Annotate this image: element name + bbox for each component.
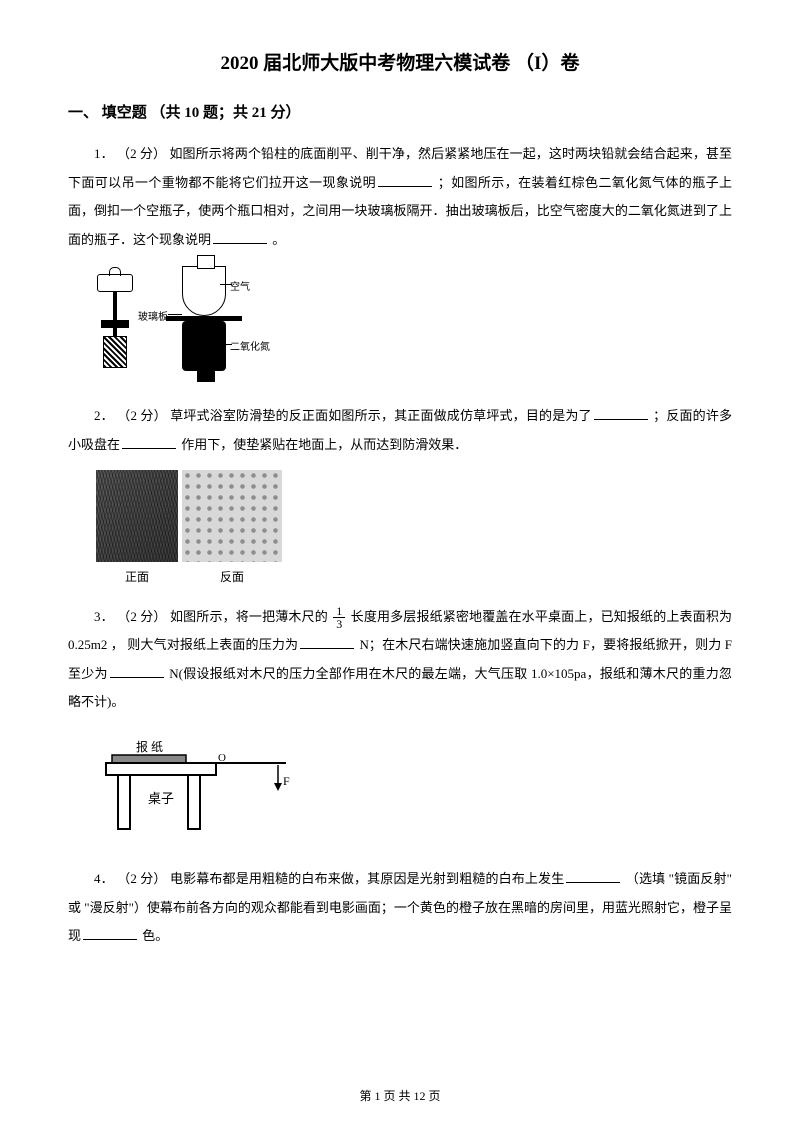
q2-number: 2． [94,408,114,423]
fig2-label-front: 正面 [96,568,178,585]
fig1-label-glass: 玻璃板 [138,308,168,323]
fig3-table-label: 桌子 [148,791,174,806]
question-1: 1． （2 分） 如图所示将两个铅柱的底面削平、削干净，然后紧紧地压在一起，这时… [68,140,732,254]
fig3-table-diagram: 报 纸 O 桌子 F [96,727,306,847]
q3-number: 3． [94,609,114,624]
blank [83,926,137,940]
section-name: 填空题 [102,105,147,121]
fig3-force-label: F [283,774,290,788]
q1-points: （2 分） [117,146,166,161]
q4-text3: 色。 [142,928,168,943]
section-detail: （共 10 题；共 21 分） [151,105,301,121]
figure-1: 空气 玻璃板 二氧化氮 [96,264,732,384]
blank [300,635,354,649]
fig1-label-gas: 二氧化氮 [230,338,270,353]
fraction: 13 [333,605,345,630]
fig1-lead-columns [96,274,134,374]
q2-points: （2 分） [117,408,166,423]
blank [566,869,620,883]
fig2-front-texture [96,470,178,562]
q3-points: （2 分） [117,609,166,624]
q2-text3: 作用下，使垫紧贴在地面上，从而达到防滑效果． [181,437,467,452]
fig2-label-back: 反面 [182,568,282,585]
fig2-back-suction [182,470,282,562]
q1-text3: 。 [272,232,285,247]
page-title: 2020 届北师大版中考物理六模试卷 （I）卷 [68,48,732,75]
figure-3: 报 纸 O 桌子 F [96,727,732,847]
question-2: 2． （2 分） 草坪式浴室防滑垫的反正面如图所示，其正面做成仿草坪式，目的是为… [68,402,732,459]
figure-2: 正面 反面 [96,470,732,585]
page-footer: 第 1 页 共 12 页 [0,1087,800,1104]
fig1-bottles: 空气 玻璃板 二氧化氮 [142,264,262,384]
blank [378,173,432,187]
q3-text4: N(假设报纸对木尺的压力全部作用在木尺的最左端，大气压取 1.0×105pa，报… [68,666,732,710]
fig3-paper-label: 报 纸 [136,739,163,754]
question-3: 3． （2 分） 如图所示，将一把薄木尺的 13 长度用多层报纸紧密地覆盖在水平… [68,603,732,717]
blank [122,435,176,449]
section-number: 一、 [68,105,98,121]
section-header: 一、 填空题 （共 10 题；共 21 分） [68,101,732,122]
blank [213,230,267,244]
fig1-label-air: 空气 [230,278,250,293]
question-4: 4． （2 分） 电影幕布都是用粗糙的白布来做，其原因是光射到粗糙的白布上发生 … [68,865,732,951]
blank [594,406,648,420]
q1-number: 1． [94,146,114,161]
q3-text1: 如图所示，将一把薄木尺的 [170,609,328,624]
blank [110,664,164,678]
fig3-origin-label: O [218,752,226,764]
q4-number: 4． [94,871,114,886]
q2-text1: 草坪式浴室防滑垫的反正面如图所示，其正面做成仿草坪式，目的是为了 [170,408,592,423]
q4-points: （2 分） [117,871,166,886]
q4-text1: 电影幕布都是用粗糙的白布来做，其原因是光射到粗糙的白布上发生 [170,871,564,886]
